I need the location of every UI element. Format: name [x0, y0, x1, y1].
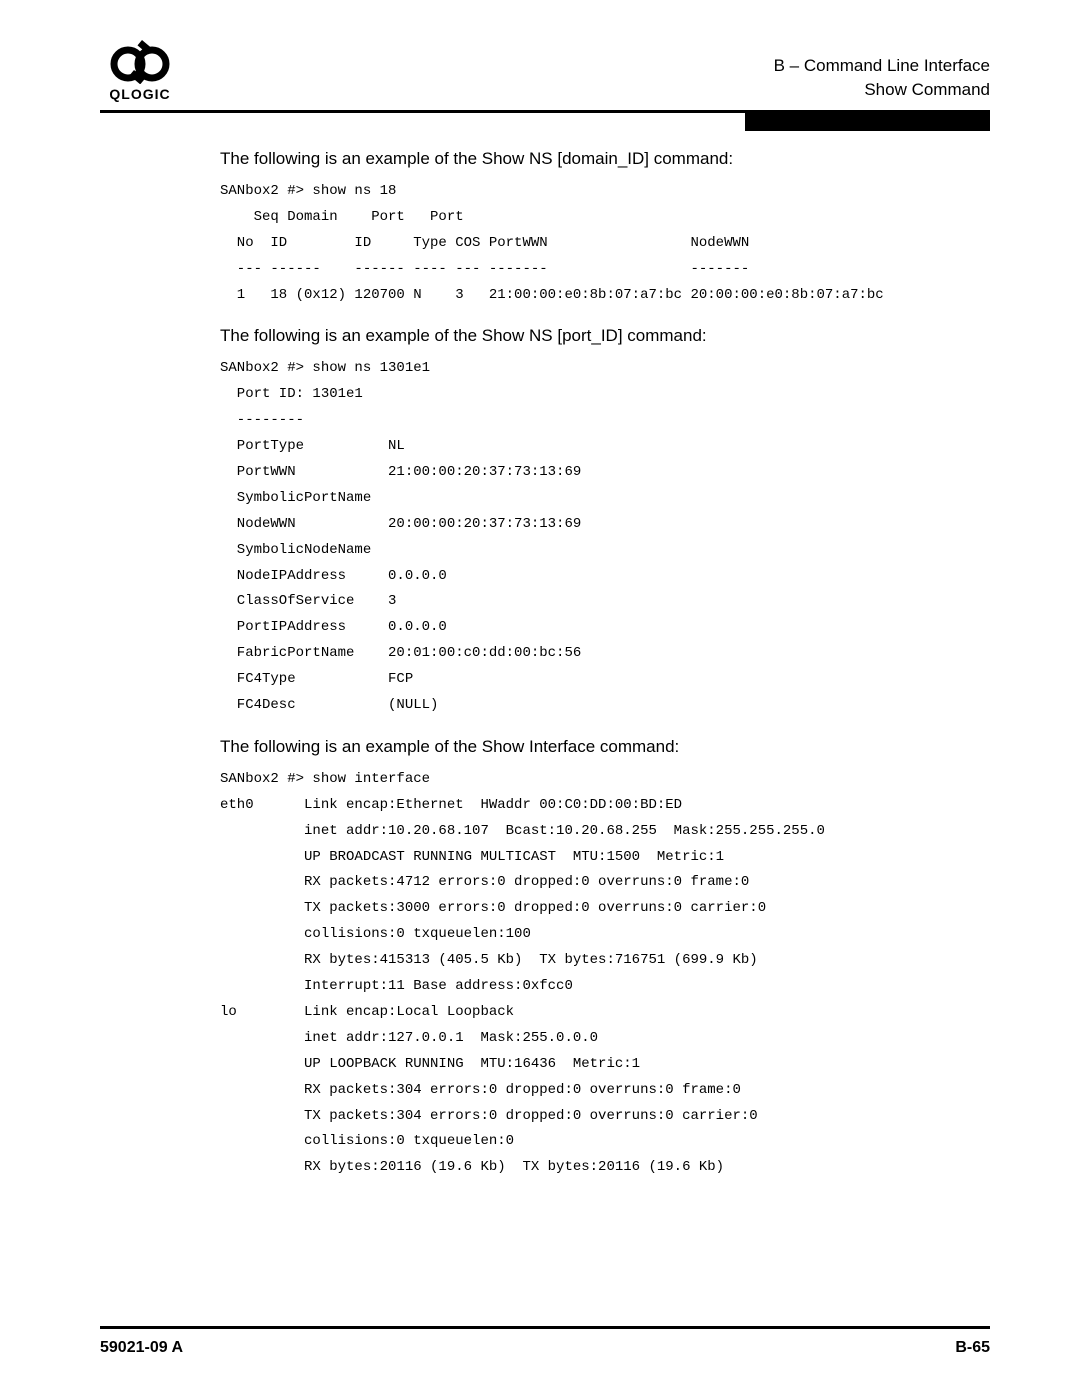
- section-1-code: SANbox2 #> show ns 18 Seq Domain Port Po…: [220, 179, 990, 308]
- section-1-heading: The following is an example of the Show …: [220, 149, 990, 169]
- section-2-heading: The following is an example of the Show …: [220, 326, 990, 346]
- footer-rule: [100, 1326, 990, 1329]
- header-line-1: B – Command Line Interface: [774, 54, 990, 78]
- page-header: QLOGIC B – Command Line Interface Show C…: [100, 40, 990, 102]
- logo-text: QLOGIC: [109, 86, 170, 102]
- section-2-code: SANbox2 #> show ns 1301e1 Port ID: 1301e…: [220, 356, 990, 718]
- section-3-code: SANbox2 #> show interface eth0 Link enca…: [220, 767, 990, 1181]
- footer-page-number: B-65: [955, 1339, 990, 1357]
- footer-doc-id: 59021-09 A: [100, 1339, 183, 1357]
- section-3-heading: The following is an example of the Show …: [220, 737, 990, 757]
- page-footer: 59021-09 A B-65: [100, 1326, 990, 1357]
- logo-block: QLOGIC: [108, 40, 172, 102]
- header-right: B – Command Line Interface Show Command: [774, 54, 990, 102]
- page-content: The following is an example of the Show …: [220, 149, 990, 1181]
- header-black-bar: [745, 113, 990, 131]
- footer-row: 59021-09 A B-65: [100, 1339, 990, 1357]
- qlogic-logo-icon: [108, 40, 172, 84]
- page-container: QLOGIC B – Command Line Interface Show C…: [0, 0, 1080, 1225]
- header-line-2: Show Command: [774, 78, 990, 102]
